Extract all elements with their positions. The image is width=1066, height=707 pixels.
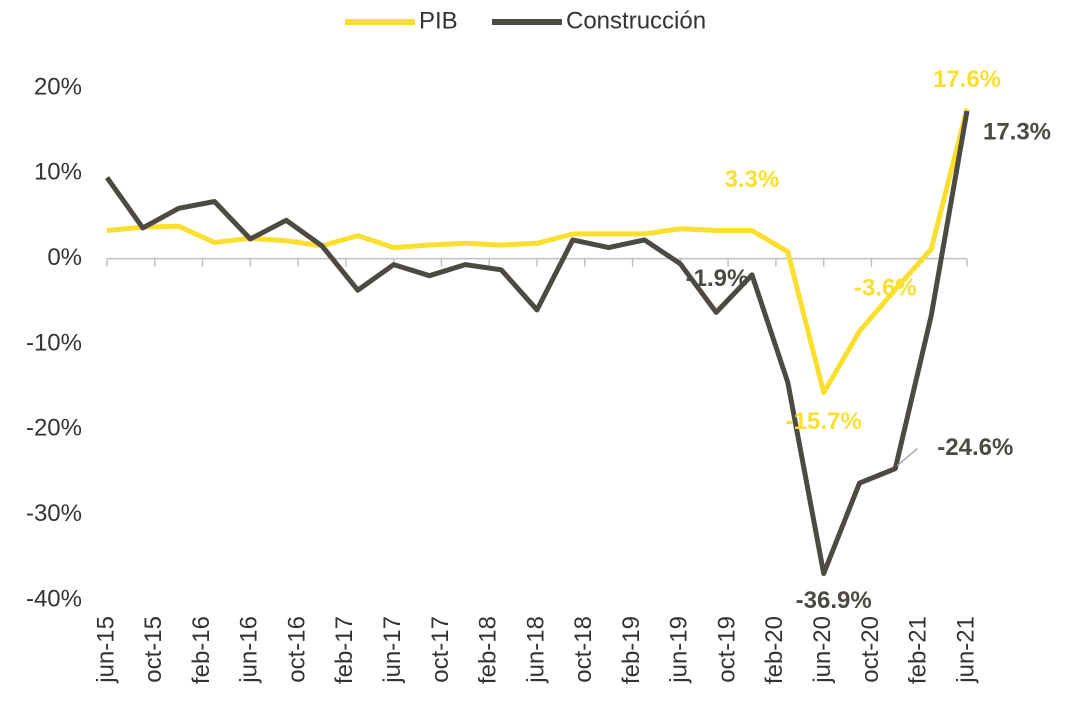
x-tick-label: feb-17	[331, 616, 358, 684]
x-tick-label: oct-17	[427, 616, 454, 683]
data-label: -1.9%	[686, 265, 749, 292]
data-label: 3.3%	[725, 166, 780, 193]
y-tick-label: 10%	[34, 159, 82, 186]
legend-label: Construcción	[566, 7, 706, 34]
x-tick-label: jun-17	[379, 616, 406, 684]
x-tick-label: feb-20	[761, 616, 788, 684]
line-series	[106, 107, 970, 396]
x-tick-label: oct-20	[857, 616, 884, 683]
leader-line	[896, 448, 918, 467]
data-label: 17.6%	[933, 66, 1001, 93]
x-tick-label: oct-19	[713, 616, 740, 683]
data-label: -3.6%	[854, 275, 917, 302]
x-tick-label: feb-16	[188, 616, 215, 684]
x-tick-label: oct-15	[140, 616, 167, 683]
x-tick-label: jun-18	[522, 616, 549, 684]
y-tick-label: 0%	[47, 244, 82, 271]
x-tick-label: feb-19	[618, 616, 645, 684]
x-tick-label: feb-18	[475, 616, 502, 684]
y-tick-label: -10%	[26, 329, 82, 356]
data-label: -15.7%	[786, 408, 862, 435]
legend-label: PIB	[419, 7, 458, 34]
x-tick-label: feb-21	[905, 616, 932, 684]
x-tick-label: jun-20	[809, 616, 836, 684]
y-tick-label: -20%	[26, 415, 82, 442]
x-tick-label: oct-16	[283, 616, 310, 683]
line-series	[104, 110, 970, 576]
y-tick-label: 20%	[34, 73, 82, 100]
x-tick-label: oct-18	[570, 616, 597, 683]
data-label: -24.6%	[937, 434, 1013, 461]
data-label: -36.9%	[796, 587, 872, 614]
data-label: 17.3%	[983, 118, 1051, 145]
y-tick-label: -40%	[26, 585, 82, 612]
y-tick-label: -30%	[26, 500, 82, 527]
x-tick-label: jun-21	[952, 616, 979, 684]
x-tick-label: jun-16	[236, 616, 263, 684]
x-tick-label: jun-19	[666, 616, 693, 684]
x-tick-label: jun-15	[92, 616, 119, 684]
